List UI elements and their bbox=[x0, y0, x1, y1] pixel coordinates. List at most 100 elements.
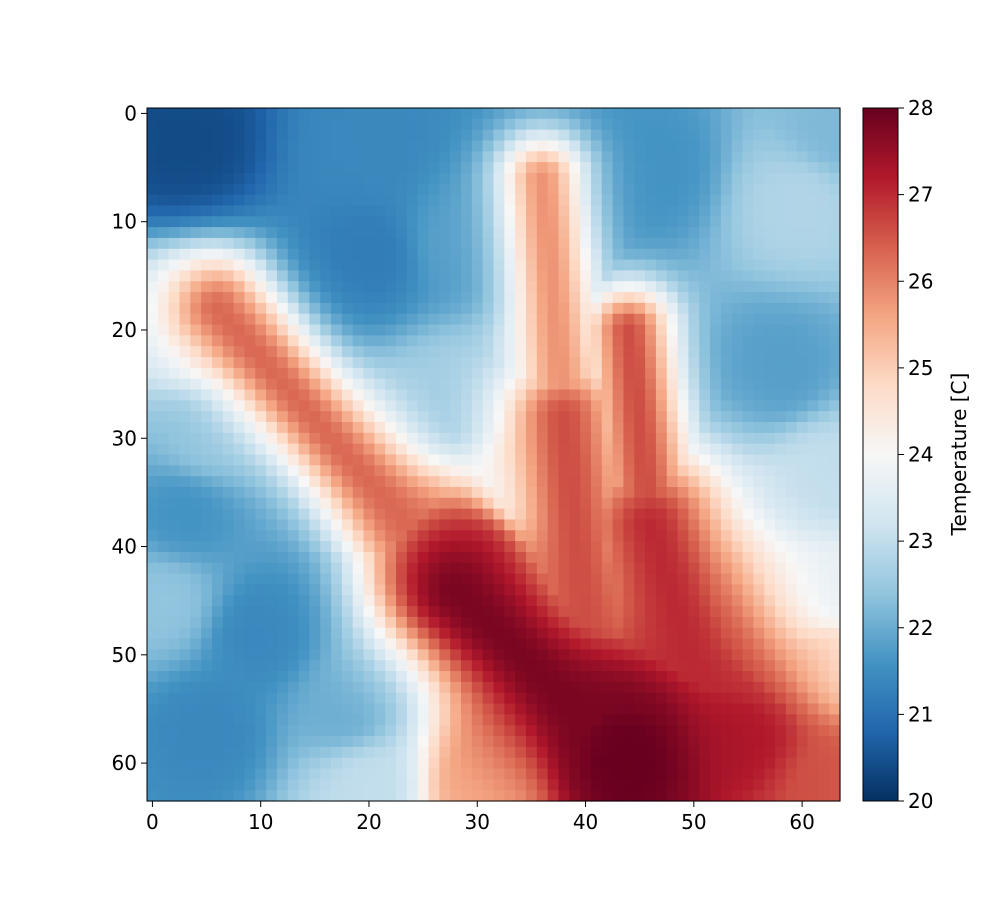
heatmap-cell bbox=[504, 183, 516, 196]
heatmap-cell bbox=[720, 162, 733, 174]
heatmap-cell bbox=[796, 346, 809, 358]
heatmap-cell bbox=[179, 400, 191, 412]
heatmap-cell bbox=[244, 497, 256, 510]
heatmap-cell bbox=[720, 725, 733, 737]
heatmap-cell bbox=[569, 422, 581, 434]
heatmap-cell bbox=[428, 281, 440, 293]
heatmap-cell bbox=[439, 400, 451, 412]
heatmap-cell bbox=[785, 259, 798, 272]
heatmap-cell bbox=[677, 162, 690, 174]
heatmap-cell bbox=[666, 129, 679, 142]
heatmap-cell bbox=[785, 476, 798, 488]
heatmap-cell bbox=[612, 367, 625, 380]
heatmap-cell bbox=[244, 248, 256, 261]
heatmap-cell bbox=[428, 703, 440, 715]
heatmap-cell bbox=[298, 443, 311, 456]
heatmap-cell bbox=[157, 476, 170, 488]
heatmap-cell bbox=[471, 714, 484, 726]
heatmap-cell bbox=[233, 162, 246, 174]
heatmap-cell bbox=[211, 172, 224, 185]
heatmap-cell bbox=[569, 281, 581, 293]
heatmap-cell bbox=[818, 714, 830, 726]
heatmap-cell bbox=[818, 703, 830, 715]
heatmap-cell bbox=[818, 465, 830, 477]
heatmap-cell bbox=[807, 703, 819, 715]
heatmap-cell bbox=[710, 237, 722, 250]
heatmap-cell bbox=[428, 790, 440, 802]
heatmap-cell bbox=[147, 248, 159, 261]
heatmap-cell bbox=[341, 227, 354, 239]
heatmap-cell bbox=[536, 183, 549, 196]
heatmap-cell bbox=[775, 248, 787, 261]
heatmap-cell bbox=[309, 551, 321, 564]
heatmap-cell bbox=[753, 357, 765, 369]
heatmap-cell bbox=[753, 378, 765, 391]
heatmap-cell bbox=[515, 140, 527, 152]
heatmap-cell bbox=[634, 335, 646, 347]
heatmap-cell bbox=[720, 703, 733, 715]
heatmap-cell bbox=[461, 681, 473, 694]
heatmap-cell bbox=[525, 216, 538, 228]
heatmap-cell bbox=[515, 335, 527, 347]
heatmap-cell bbox=[341, 649, 354, 661]
heatmap-cell bbox=[785, 714, 798, 726]
heatmap-cell bbox=[450, 519, 462, 531]
heatmap-cell bbox=[374, 638, 386, 651]
heatmap-cell bbox=[179, 259, 191, 272]
heatmap-cell bbox=[515, 118, 527, 131]
heatmap-cell bbox=[569, 216, 581, 228]
heatmap-cell bbox=[276, 292, 289, 304]
heatmap-cell bbox=[157, 443, 170, 456]
heatmap-cell bbox=[298, 162, 311, 174]
heatmap-cell bbox=[590, 551, 603, 564]
heatmap-cell bbox=[742, 779, 754, 791]
heatmap-cell bbox=[471, 465, 484, 477]
heatmap-cell bbox=[179, 151, 191, 163]
heatmap-cell bbox=[222, 551, 235, 564]
heatmap-cell bbox=[764, 584, 776, 596]
heatmap-cell bbox=[157, 367, 170, 380]
heatmap-cell bbox=[320, 357, 332, 369]
heatmap-cell bbox=[331, 281, 343, 293]
heatmap-cell bbox=[461, 671, 473, 683]
heatmap-cell bbox=[569, 162, 581, 174]
heatmap-cell bbox=[601, 183, 614, 196]
heatmap-cell bbox=[688, 519, 700, 531]
heatmap-cell bbox=[287, 216, 300, 228]
heatmap-cell bbox=[547, 692, 560, 705]
heatmap-cell bbox=[341, 302, 354, 315]
heatmap-cell bbox=[710, 281, 722, 293]
heatmap-cell bbox=[547, 454, 560, 466]
heatmap-cell bbox=[331, 162, 343, 174]
heatmap-cell bbox=[785, 270, 798, 282]
heatmap-cell bbox=[341, 346, 354, 358]
heatmap-cell bbox=[244, 411, 256, 423]
heatmap-cell bbox=[439, 367, 451, 380]
heatmap-cell bbox=[504, 595, 516, 607]
heatmap-cell bbox=[536, 172, 549, 185]
heatmap-cell bbox=[396, 443, 408, 456]
heatmap-cell bbox=[645, 151, 657, 163]
heatmap-cell bbox=[807, 411, 819, 423]
heatmap-cell bbox=[710, 259, 722, 272]
heatmap-cell bbox=[201, 443, 213, 456]
heatmap-cell bbox=[157, 627, 170, 640]
heatmap-cell bbox=[179, 389, 191, 401]
heatmap-cell bbox=[320, 454, 332, 466]
heatmap-cell bbox=[547, 573, 560, 586]
heatmap-cell bbox=[580, 248, 592, 261]
heatmap-cell bbox=[645, 551, 657, 564]
heatmap-cell bbox=[374, 281, 386, 293]
heatmap-cell bbox=[753, 292, 765, 304]
heatmap-cell bbox=[331, 541, 343, 553]
heatmap-cell bbox=[525, 172, 538, 185]
heatmap-cell bbox=[829, 432, 841, 445]
heatmap-cell bbox=[417, 703, 430, 715]
heatmap-cell bbox=[699, 162, 711, 174]
heatmap-cell bbox=[190, 172, 202, 185]
heatmap-cell bbox=[580, 497, 592, 510]
heatmap-cell bbox=[807, 237, 819, 250]
heatmap-cell bbox=[493, 660, 505, 672]
heatmap-cell bbox=[298, 140, 311, 152]
heatmap-cell bbox=[580, 746, 592, 759]
